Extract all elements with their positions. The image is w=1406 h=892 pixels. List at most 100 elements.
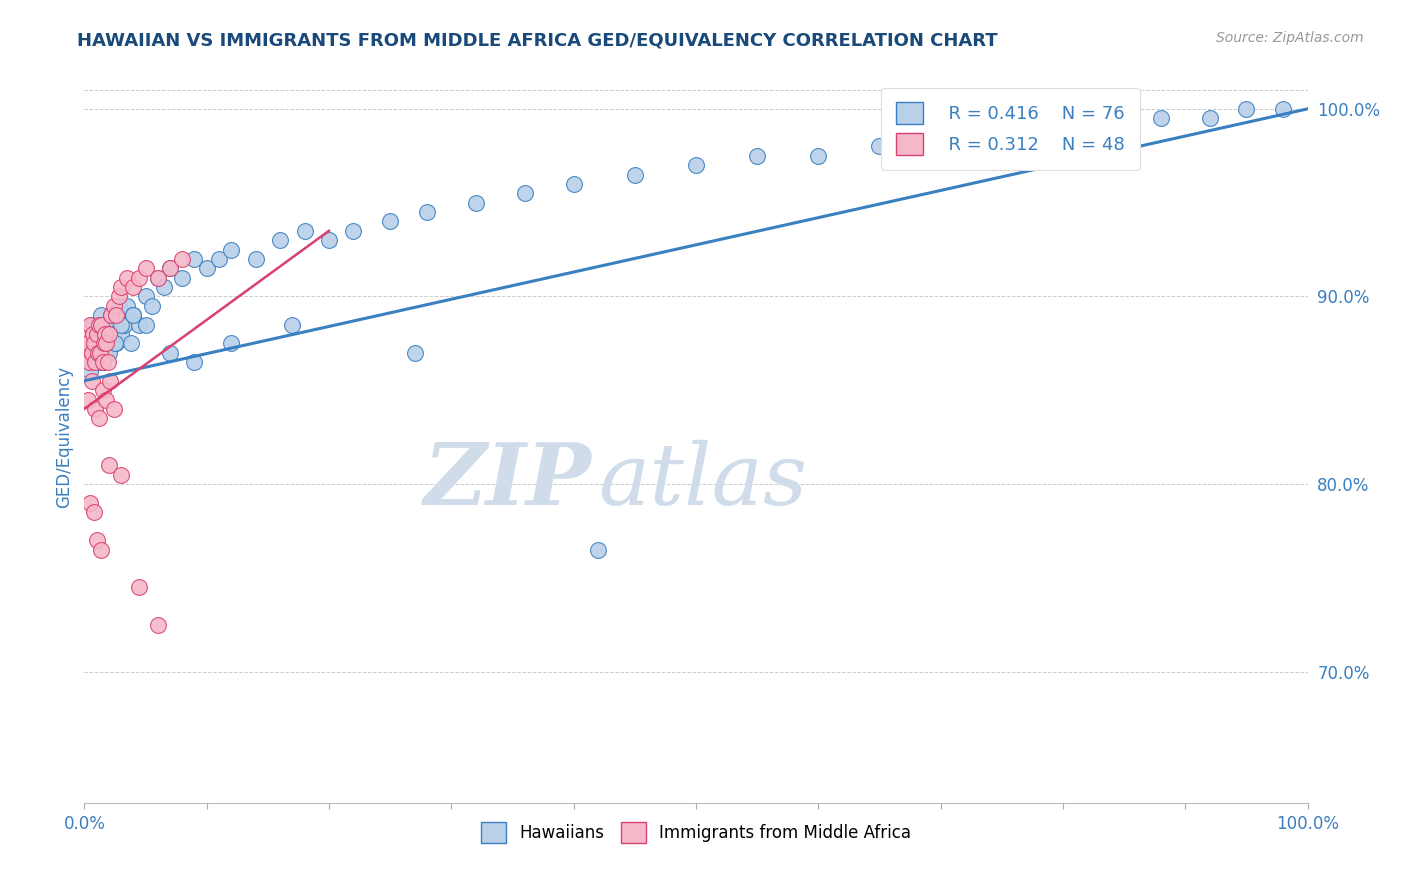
Text: HAWAIIAN VS IMMIGRANTS FROM MIDDLE AFRICA GED/EQUIVALENCY CORRELATION CHART: HAWAIIAN VS IMMIGRANTS FROM MIDDLE AFRIC…	[77, 31, 998, 49]
Point	[96, 336, 118, 351]
Text: Source: ZipAtlas.com: Source: ZipAtlas.com	[1216, 31, 1364, 45]
Point	[84, 355, 107, 369]
Point	[84, 401, 107, 416]
Point	[135, 261, 157, 276]
Point	[91, 355, 114, 369]
Point	[195, 261, 218, 276]
Point	[685, 158, 707, 172]
Point	[219, 336, 242, 351]
Point	[105, 336, 128, 351]
Point	[77, 392, 100, 407]
Point	[100, 308, 122, 322]
Point	[110, 318, 132, 332]
Point	[103, 401, 125, 416]
Point	[80, 345, 103, 359]
Point	[97, 326, 120, 341]
Point	[1028, 120, 1050, 135]
Point	[135, 318, 157, 332]
Text: atlas: atlas	[598, 440, 807, 523]
Point	[77, 326, 100, 341]
Point	[91, 355, 114, 369]
Point	[342, 224, 364, 238]
Point	[82, 326, 104, 341]
Point	[146, 270, 169, 285]
Point	[77, 336, 100, 351]
Point	[115, 299, 138, 313]
Point	[1272, 102, 1295, 116]
Point	[128, 318, 150, 332]
Point	[104, 336, 127, 351]
Point	[245, 252, 267, 266]
Text: ZIP: ZIP	[425, 439, 592, 523]
Point	[94, 326, 117, 341]
Point	[146, 617, 169, 632]
Point	[1076, 120, 1098, 135]
Point	[110, 467, 132, 482]
Point	[294, 224, 316, 238]
Point	[159, 345, 181, 359]
Point	[90, 542, 112, 557]
Point	[747, 149, 769, 163]
Point	[115, 270, 138, 285]
Point	[87, 411, 110, 425]
Point	[159, 261, 181, 276]
Point	[172, 270, 194, 285]
Point	[80, 374, 103, 388]
Point	[172, 252, 194, 266]
Point	[404, 345, 426, 359]
Point	[87, 345, 110, 359]
Point	[83, 345, 105, 359]
Point	[94, 345, 117, 359]
Point	[87, 355, 110, 369]
Point	[281, 318, 304, 332]
Point	[91, 355, 114, 369]
Point	[122, 308, 145, 322]
Point	[183, 355, 205, 369]
Point	[416, 205, 439, 219]
Point	[1150, 112, 1173, 126]
Point	[97, 326, 120, 341]
Point	[98, 374, 121, 388]
Point	[1236, 102, 1258, 116]
Point	[86, 345, 108, 359]
Point	[86, 326, 108, 341]
Point	[80, 355, 103, 369]
Point	[562, 177, 585, 191]
Point	[90, 318, 112, 332]
Point	[89, 336, 111, 351]
Point	[87, 318, 110, 332]
Point	[318, 233, 340, 247]
Point	[110, 326, 132, 341]
Point	[77, 336, 100, 351]
Point	[83, 505, 105, 519]
Point	[141, 299, 163, 313]
Point	[146, 270, 169, 285]
Point	[183, 252, 205, 266]
Point	[87, 326, 110, 341]
Point	[79, 318, 101, 332]
Point	[122, 308, 145, 322]
Point	[120, 336, 142, 351]
Point	[107, 289, 129, 303]
Point	[103, 326, 125, 341]
Point	[128, 270, 150, 285]
Point	[97, 326, 120, 341]
Point	[96, 392, 118, 407]
Point	[100, 308, 122, 322]
Point	[513, 186, 536, 201]
Point	[86, 533, 108, 548]
Point	[83, 336, 105, 351]
Point	[135, 289, 157, 303]
Point	[105, 308, 128, 322]
Point	[89, 345, 111, 359]
Point	[84, 336, 107, 351]
Point	[869, 139, 891, 153]
Point	[79, 496, 101, 510]
Point	[128, 580, 150, 594]
Point	[98, 318, 121, 332]
Point	[122, 280, 145, 294]
Point	[110, 280, 132, 294]
Point	[807, 149, 830, 163]
Point	[103, 299, 125, 313]
Point	[76, 326, 98, 341]
